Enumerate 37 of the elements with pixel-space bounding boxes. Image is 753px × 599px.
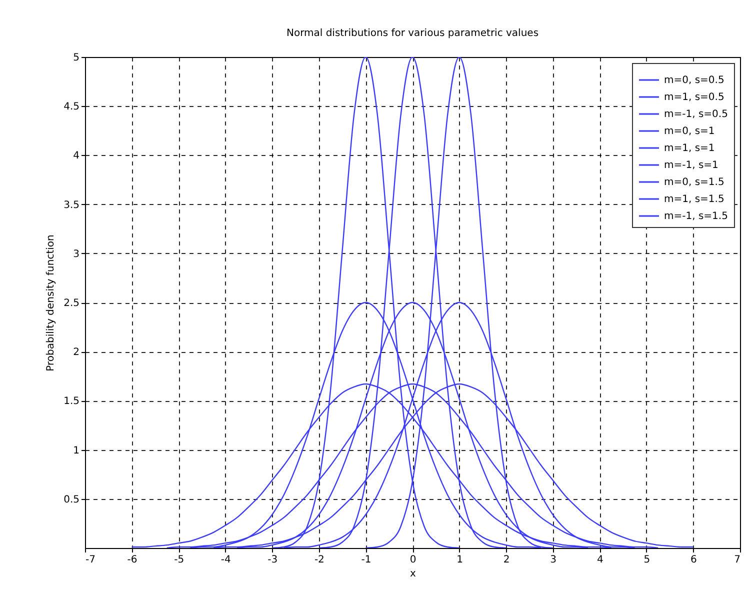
x-axis-title: x [410,568,416,580]
y-tick-label: 2.5 [64,298,80,309]
x-tick-label: -6 [127,554,138,566]
legend-label: m=1, s=0.5 [664,92,724,103]
y-tick-label: 4.5 [64,102,80,113]
x-tick-label: -5 [174,554,184,566]
y-tick-label: 5 [73,52,80,64]
x-tick-label: -3 [268,554,278,566]
y-tick-label: 1.5 [64,396,80,408]
y-tick-label: 1 [73,445,80,456]
legend-label: m=-1, s=0.5 [664,109,728,120]
x-tick-label: 4 [596,554,604,566]
y-tick-label: 3.5 [64,200,80,211]
x-tick-label: 2 [503,554,510,566]
y-tick-label: 3 [73,248,80,260]
chart-title: Normal distributions for various parametric values [286,28,539,39]
x-tick-label: -1 [361,554,372,566]
y-tick-label: 0.5 [64,494,80,506]
x-tick-label: 3 [550,554,557,566]
x-tick-label: 6 [690,554,697,566]
legend-label: m=0, s=1.5 [664,177,724,188]
x-tick-label: 0 [410,554,416,566]
legend-label: m=0, s=1 [664,126,715,137]
legend-label: m=1, s=1.5 [664,194,724,205]
y-axis-title: Probability density function [46,234,57,372]
legend-label: m=1, s=1 [664,143,715,154]
x-tick-label: -7 [86,554,96,566]
x-tick-label: 5 [644,554,650,566]
legend-label: m=-1, s=1.5 [664,211,728,222]
x-tick-label: 7 [734,554,740,566]
x-tick-label: -4 [220,554,231,566]
y-tick-label: 2 [73,347,80,358]
legend-label: m=0, s=0.5 [664,75,724,86]
legend-label: m=-1, s=1 [664,160,718,171]
y-tick-label: 4 [73,150,80,162]
x-tick-label: -2 [314,554,324,566]
x-tick-label: 1 [456,554,463,566]
